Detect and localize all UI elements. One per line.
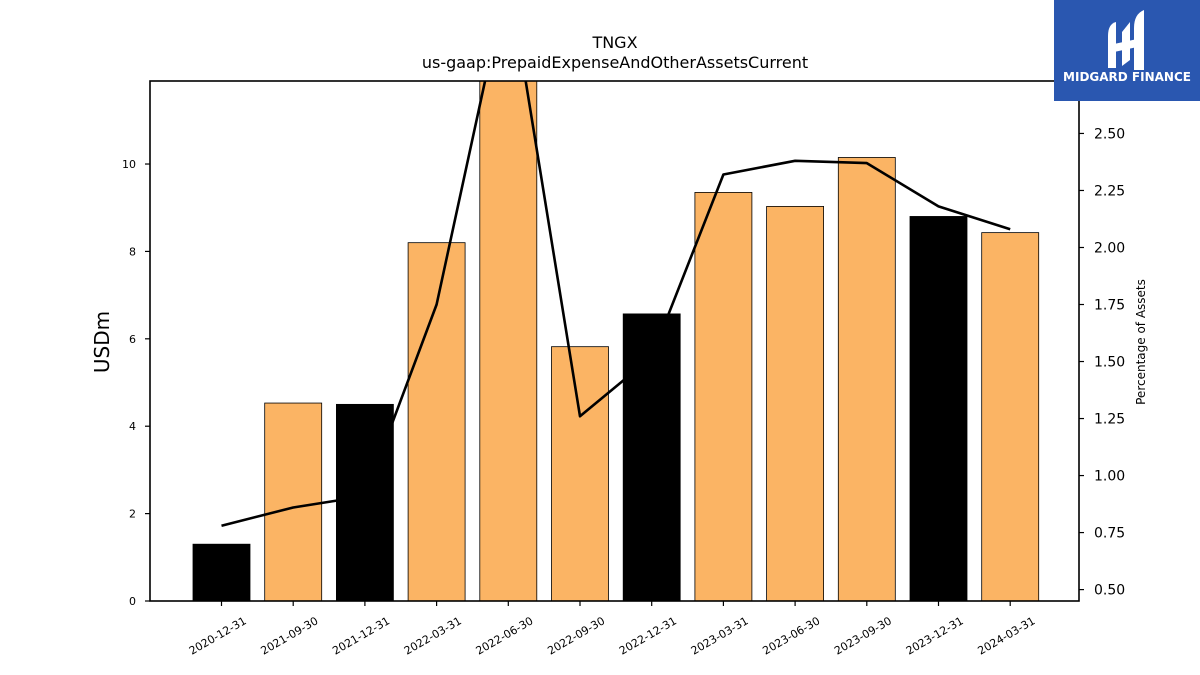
bar — [766, 206, 824, 601]
brand-logo: MIDGARD FINANCE — [1054, 0, 1200, 101]
chart-title: TNGX — [591, 33, 637, 52]
x-tick-label: 2023-12-31 — [904, 614, 966, 657]
chart-subtitle: us-gaap:PrepaidExpenseAndOtherAssetsCurr… — [422, 53, 808, 72]
x-tick-label: 2023-03-31 — [689, 614, 751, 657]
midgard-logo-icon: MIDGARD FINANCE — [1063, 10, 1191, 84]
y2-tick-label: 2.25 — [1094, 183, 1125, 199]
x-tick-label: 2022-03-31 — [402, 614, 464, 657]
x-tick-label: 2022-12-31 — [617, 614, 679, 657]
y2-tick-label: 1.75 — [1094, 298, 1125, 314]
x-tick-label: 2020-12-31 — [187, 614, 249, 657]
brand-name: MIDGARD FINANCE — [1063, 70, 1191, 84]
bar — [981, 232, 1040, 601]
y2-tick-label: 0.50 — [1094, 583, 1125, 599]
y-tick-label: 10 — [122, 158, 136, 171]
bar — [622, 313, 681, 601]
bar — [335, 403, 394, 601]
x-tick-label: 2021-12-31 — [330, 614, 392, 657]
y-axis-ticks: 0 2 4 6 8 10 — [122, 158, 150, 608]
bar — [551, 346, 609, 601]
x-tick-label: 2022-06-30 — [474, 614, 536, 657]
line-path — [221, 81, 1011, 527]
y-tick-label: 0 — [129, 595, 136, 608]
y2-tick-label: 1.25 — [1094, 412, 1125, 428]
bar — [479, 81, 538, 601]
y-axis-label: USDm — [90, 311, 114, 373]
bar — [837, 157, 896, 601]
bar — [407, 242, 466, 601]
x-tick-label: 2024-03-31 — [976, 614, 1038, 657]
y-tick-label: 8 — [129, 245, 136, 258]
y2-tick-label: 0.75 — [1094, 526, 1125, 542]
bar — [694, 192, 753, 601]
y2-tick-label: 1.50 — [1094, 355, 1125, 371]
bar-series — [192, 81, 1040, 601]
x-tick-label: 2021-09-30 — [259, 614, 321, 657]
y-tick-label: 6 — [129, 333, 136, 346]
plot-frame — [149, 80, 1080, 602]
y2-tick-label: 2.00 — [1094, 240, 1125, 256]
y2-tick-label: 2.50 — [1094, 126, 1125, 142]
y2-axis-ticks: 0.50 0.75 1.00 1.25 1.50 1.75 2.00 2.25 2.50 — [1079, 126, 1125, 599]
bar — [192, 543, 251, 601]
y2-tick-label: 1.00 — [1094, 469, 1125, 485]
x-axis-ticks: 2020-12-31 2021-09-30 2021-12-31 2022-03-31… — [187, 601, 1038, 658]
y-tick-label: 4 — [129, 420, 136, 433]
x-tick-label: 2022-09-30 — [545, 614, 607, 657]
line-series — [221, 81, 1011, 527]
y-tick-label: 2 — [129, 508, 136, 521]
bar — [264, 402, 323, 601]
x-tick-label: 2023-09-30 — [832, 614, 894, 657]
bar — [909, 216, 968, 601]
x-tick-label: 2023-06-30 — [760, 614, 822, 657]
y2-axis-label: Percentage of Assets — [1134, 279, 1148, 405]
